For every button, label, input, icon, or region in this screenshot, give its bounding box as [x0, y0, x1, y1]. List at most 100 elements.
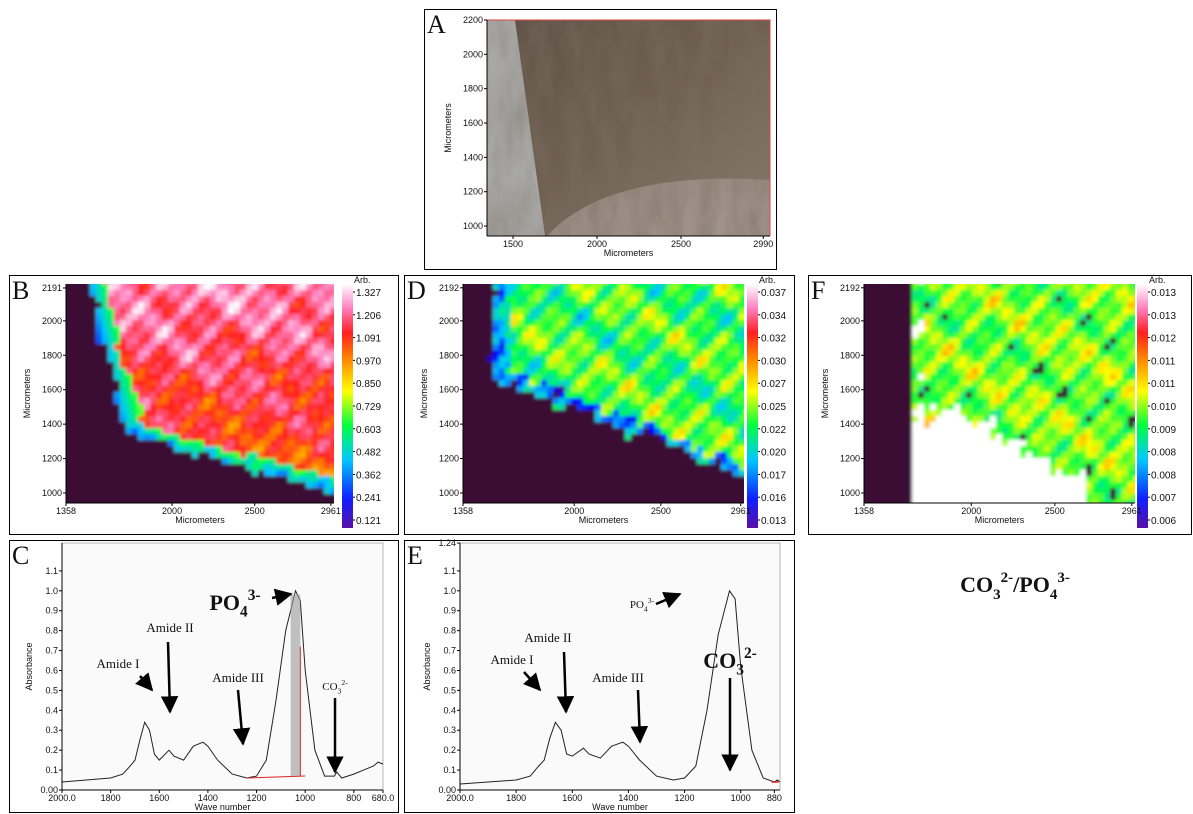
heatmap-cell: [324, 446, 331, 453]
heatmap-cell: [204, 344, 211, 351]
heatmap-cell: [1104, 350, 1111, 357]
heatmap-cell: [204, 470, 211, 477]
heatmap-cell: [246, 362, 253, 369]
heatmap-cell: [924, 368, 931, 375]
heatmap-cell: [649, 488, 656, 495]
heatmap-cell: [601, 398, 608, 405]
heatmap-cell: [487, 332, 494, 339]
heatmap-cell: [1008, 374, 1015, 381]
heatmap-cell: [523, 494, 530, 501]
heatmap-cell: [643, 308, 650, 315]
heatmap-cell: [996, 368, 1003, 375]
heatmap-cell: [108, 374, 115, 381]
heatmap-cell: [108, 446, 115, 453]
y-axis-label: Micrometers: [419, 368, 429, 418]
heatmap-cell: [924, 374, 931, 381]
heatmap-cell: [120, 320, 127, 327]
heatmap-cell: [517, 368, 524, 375]
heatmap-cell: [529, 284, 536, 291]
heatmap-cell: [1128, 392, 1135, 399]
heatmap-cell: [918, 344, 925, 351]
heatmap-cell: [96, 440, 103, 447]
heatmap-cell: [685, 344, 692, 351]
heatmap-cell: [511, 458, 518, 465]
heatmap-cell: [132, 470, 139, 477]
heatmap-cell: [511, 428, 518, 435]
heatmap-cell: [204, 338, 211, 345]
heatmap-cell: [864, 380, 871, 387]
heatmap-cell: [102, 302, 109, 309]
heatmap-cell: [300, 452, 307, 459]
heatmap-cell: [553, 284, 560, 291]
heatmap-cell: [619, 482, 626, 489]
heatmap-cell: [721, 434, 728, 441]
heatmap-cell: [1062, 344, 1069, 351]
heatmap-cell: [1008, 392, 1015, 399]
heatmap-cell: [589, 362, 596, 369]
heatmap-cell: [475, 434, 482, 441]
heatmap-cell: [66, 494, 73, 501]
heatmap-cell: [1098, 338, 1105, 345]
heatmap-cell: [996, 344, 1003, 351]
heatmap-cell: [547, 326, 554, 333]
heatmap-cell: [126, 458, 133, 465]
heatmap-cell: [66, 386, 73, 393]
heatmap-cell: [942, 290, 949, 297]
heatmap-cell: [643, 470, 650, 477]
heatmap-cell: [186, 314, 193, 321]
heatmap-cell: [1020, 284, 1027, 291]
heatmap-cell: [294, 284, 301, 291]
heatmap-cell: [288, 392, 295, 399]
heatmap-cell: [72, 494, 79, 501]
heatmap-cell: [96, 368, 103, 375]
heatmap-cell: [942, 362, 949, 369]
heatmap-cell: [721, 392, 728, 399]
heatmap-cell: [499, 290, 506, 297]
x-axis-label: Micrometers: [579, 515, 629, 525]
y-tick-label: 0.7: [443, 646, 456, 656]
heatmap-cell: [1032, 344, 1039, 351]
heatmap-cell: [174, 320, 181, 327]
heatmap-cell: [288, 344, 295, 351]
heatmap-cell: [1020, 350, 1027, 357]
heatmap-cell: [132, 374, 139, 381]
heatmap-cell: [583, 338, 590, 345]
heatmap-cell: [102, 446, 109, 453]
heatmap-cell: [198, 344, 205, 351]
heatmap-cell: [517, 422, 524, 429]
heatmap-cell: [324, 368, 331, 375]
heatmap-cell: [571, 482, 578, 489]
heatmap-cell: [204, 374, 211, 381]
heatmap-cell: [1074, 314, 1081, 321]
heatmap-cell: [1062, 356, 1069, 363]
heatmap-cell: [589, 332, 596, 339]
heatmap-cell: [282, 488, 289, 495]
heatmap-cell: [906, 350, 913, 357]
heatmap-cell: [1014, 338, 1021, 345]
heatmap-cell: [162, 482, 169, 489]
heatmap-cell: [78, 416, 85, 423]
heatmap-cell: [667, 476, 674, 483]
heatmap-cell: [102, 350, 109, 357]
heatmap-cell: [685, 314, 692, 321]
heatmap-cell: [900, 326, 907, 333]
heatmap-cell: [709, 452, 716, 459]
heatmap-cell: [300, 392, 307, 399]
heatmap-cell: [1104, 380, 1111, 387]
heatmap-cell: [1008, 356, 1015, 363]
heatmap-cell: [78, 290, 85, 297]
heatmap-cell: [565, 380, 572, 387]
heatmap-cell: [703, 296, 710, 303]
heatmap-cell: [691, 302, 698, 309]
heatmap-cell: [186, 428, 193, 435]
heatmap-cell: [1008, 314, 1015, 321]
heatmap-cell: [138, 410, 145, 417]
heatmap-cell: [1116, 344, 1123, 351]
heatmap-cell: [469, 410, 476, 417]
heatmap-cell: [174, 338, 181, 345]
heatmap-cell: [306, 368, 313, 375]
heatmap-cell: [559, 386, 566, 393]
heatmap-cell: [1116, 380, 1123, 387]
heatmap-cell: [625, 488, 632, 495]
heatmap-cell: [204, 296, 211, 303]
